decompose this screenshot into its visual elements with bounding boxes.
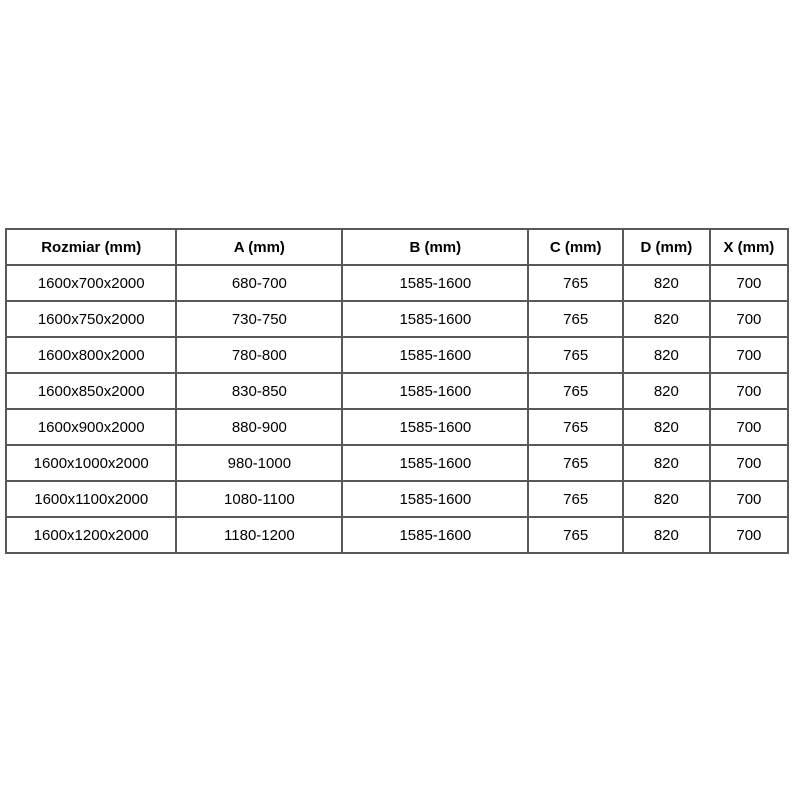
table-cell: 1600x1100x2000 — [4, 480, 178, 518]
table-cell: 765 — [527, 516, 624, 554]
table-cell: 730-750 — [175, 300, 344, 338]
table-cell: 820 — [621, 408, 711, 446]
table-row: 1600x700x2000 680-700 1585-1600 765 820 700 — [4, 264, 790, 302]
size-spec-table-container: Rozmiar (mm) A (mm) B (mm) C (mm) D (mm) X (m… — [4, 228, 790, 554]
table-cell: 700 — [708, 264, 790, 302]
table-cell: 820 — [621, 516, 711, 554]
table-cell: 820 — [621, 444, 711, 482]
table-row: 1600x750x2000 730-750 1585-1600 765 820 700 — [4, 300, 790, 338]
table-row: 1600x900x2000 880-900 1585-1600 765 820 700 — [4, 408, 790, 446]
table-cell: 1585-1600 — [341, 336, 530, 374]
table-cell: 765 — [527, 336, 624, 374]
column-header: D (mm) — [621, 228, 711, 266]
table-cell: 700 — [708, 336, 790, 374]
table-row: 1600x1200x2000 1180-1200 1585-1600 765 820 70… — [4, 516, 790, 554]
table-row: 1600x850x2000 830-850 1585-1600 765 820 700 — [4, 372, 790, 410]
table-cell: 820 — [621, 480, 711, 518]
table-cell: 765 — [527, 372, 624, 410]
table-cell: 980-1000 — [175, 444, 344, 482]
column-header: Rozmiar (mm) — [4, 228, 178, 266]
table-cell: 820 — [621, 264, 711, 302]
table-cell: 880-900 — [175, 408, 344, 446]
table-cell: 1080-1100 — [175, 480, 344, 518]
table-header: Rozmiar (mm) A (mm) B (mm) C (mm) D (mm) X (m… — [4, 228, 790, 266]
table-cell: 1585-1600 — [341, 480, 530, 518]
column-header: X (mm) — [708, 228, 790, 266]
table-cell: 1600x1000x2000 — [4, 444, 178, 482]
table-cell: 700 — [708, 480, 790, 518]
column-header: C (mm) — [527, 228, 624, 266]
table-cell: 765 — [527, 264, 624, 302]
table-cell: 1585-1600 — [341, 516, 530, 554]
table-cell: 1585-1600 — [341, 408, 530, 446]
table-row: 1600x1000x2000 980-1000 1585-1600 765 820 700 — [4, 444, 790, 482]
table-cell: 1585-1600 — [341, 444, 530, 482]
table-cell: 1585-1600 — [341, 372, 530, 410]
table-cell: 780-800 — [175, 336, 344, 374]
table-cell: 1585-1600 — [341, 264, 530, 302]
table-cell: 700 — [708, 408, 790, 446]
table-cell: 765 — [527, 444, 624, 482]
table-cell: 1600x850x2000 — [4, 372, 178, 410]
table-cell: 680-700 — [175, 264, 344, 302]
table-cell: 765 — [527, 300, 624, 338]
table-row: 1600x1100x2000 1080-1100 1585-1600 765 820 70… — [4, 480, 790, 518]
table-cell: 1600x750x2000 — [4, 300, 178, 338]
header-row: Rozmiar (mm) A (mm) B (mm) C (mm) D (mm) X (m… — [4, 228, 790, 266]
table-cell: 830-850 — [175, 372, 344, 410]
column-header: B (mm) — [341, 228, 530, 266]
table-cell: 820 — [621, 372, 711, 410]
table-cell: 1585-1600 — [341, 300, 530, 338]
table-cell: 1600x800x2000 — [4, 336, 178, 374]
table-cell: 1600x900x2000 — [4, 408, 178, 446]
table-body: 1600x700x2000 680-700 1585-1600 765 820 700 16… — [4, 264, 790, 554]
table-cell: 1180-1200 — [175, 516, 344, 554]
table-cell: 820 — [621, 336, 711, 374]
table-cell: 700 — [708, 372, 790, 410]
table-row: 1600x800x2000 780-800 1585-1600 765 820 700 — [4, 336, 790, 374]
table-cell: 765 — [527, 408, 624, 446]
table-cell: 765 — [527, 480, 624, 518]
table-cell: 700 — [708, 516, 790, 554]
column-header: A (mm) — [175, 228, 344, 266]
table-cell: 700 — [708, 444, 790, 482]
table-cell: 820 — [621, 300, 711, 338]
table-cell: 1600x700x2000 — [4, 264, 178, 302]
table-cell: 1600x1200x2000 — [4, 516, 178, 554]
table-cell: 700 — [708, 300, 790, 338]
size-spec-table: Rozmiar (mm) A (mm) B (mm) C (mm) D (mm) X (m… — [4, 228, 790, 554]
